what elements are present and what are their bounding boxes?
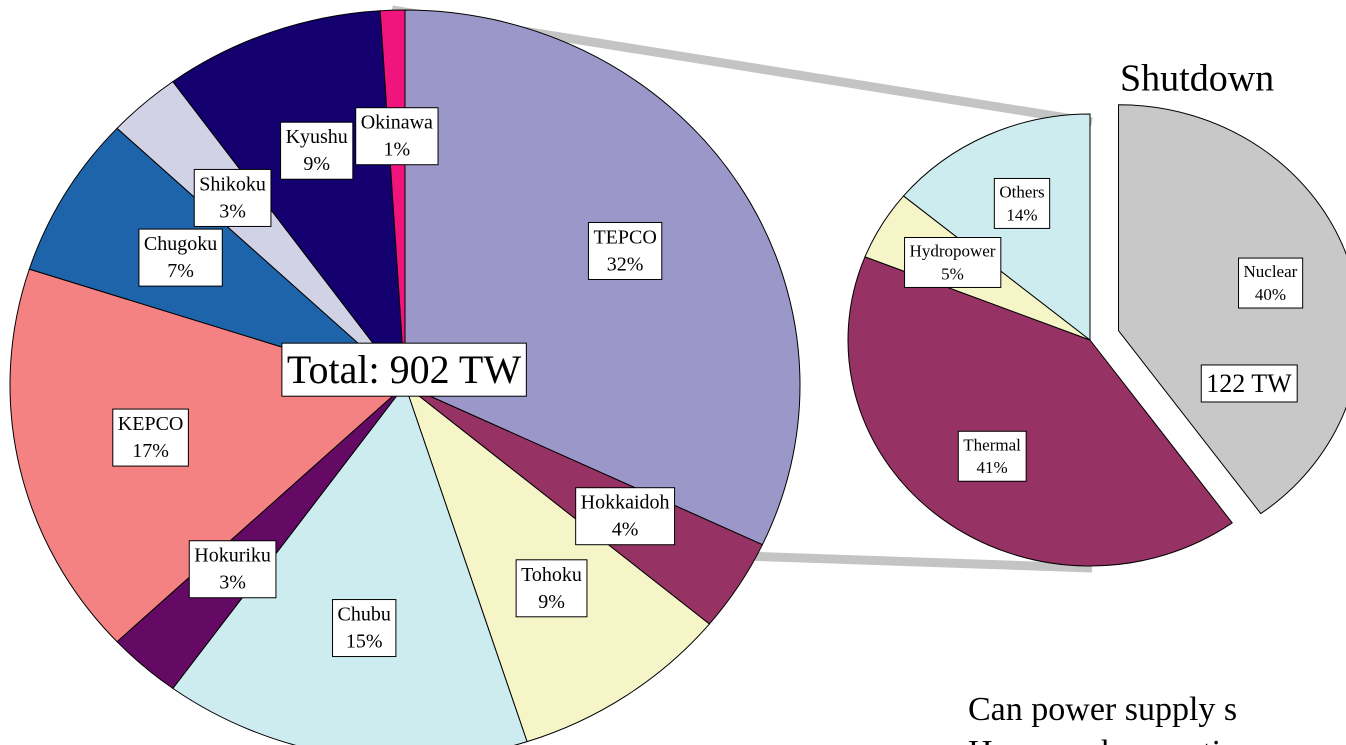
- label-box: [281, 342, 527, 397]
- footer-text: Can power supply s: [968, 691, 1237, 728]
- pie-slice: [847, 256, 1233, 567]
- label-text: 41%: [977, 458, 1008, 477]
- label-text: 14%: [1006, 205, 1037, 224]
- label-box: [904, 237, 1002, 288]
- label-box: [587, 221, 663, 280]
- label-text: Hokuriku: [194, 545, 271, 567]
- label-text: Total: 902 TW: [287, 347, 521, 392]
- label-box: [138, 228, 223, 287]
- label-text: Chubu: [338, 604, 391, 626]
- label-text: Hydropower: [910, 242, 996, 261]
- label-box: [1200, 364, 1298, 403]
- label-text: TEPCO: [593, 226, 656, 248]
- label-text: 7%: [167, 260, 194, 282]
- label-text: 15%: [346, 631, 383, 653]
- footer-text: How much operatio: [968, 734, 1238, 745]
- slice-label: Hokuriku 3%: [188, 540, 277, 599]
- slice-label: Shikoku 3%: [193, 168, 272, 227]
- label-text: 4%: [612, 519, 639, 541]
- pie-slice: [172, 383, 528, 745]
- slice-label: Tohoku 9%: [515, 559, 588, 618]
- label-text: 32%: [607, 253, 644, 275]
- label-box: [112, 408, 189, 467]
- slice-label: Hokkaidoh 4%: [575, 487, 676, 546]
- label-text: 9%: [303, 153, 330, 175]
- pie-slice: [1118, 104, 1346, 515]
- label-box: [1238, 257, 1304, 309]
- slice-label: Nuclear 40%: [1238, 257, 1304, 309]
- label-box: [193, 168, 272, 227]
- slice-label: Hydropower 5%: [904, 237, 1002, 288]
- label-text: 17%: [132, 440, 169, 462]
- label-text: 122 TW: [1206, 369, 1292, 398]
- slice-label: TEPCO 32%: [587, 221, 663, 280]
- label-text: Others: [999, 182, 1044, 201]
- label-text: Okinawa: [361, 112, 433, 134]
- annotation: 122 TW: [1200, 364, 1298, 403]
- connector-line: [744, 551, 1093, 573]
- slice-label: Others 14%: [993, 177, 1051, 229]
- label-text: Shikoku: [199, 173, 266, 195]
- secondary-title: Shutdown: [1120, 58, 1274, 100]
- label-box: [515, 559, 588, 618]
- label-text: Thermal: [963, 435, 1021, 454]
- label-text: 1%: [383, 139, 410, 161]
- slice-label: Kyushu 9%: [280, 121, 354, 180]
- slice-label: Okinawa 1%: [355, 107, 439, 166]
- pie-slice: [379, 9, 406, 386]
- label-text: 5%: [941, 264, 964, 283]
- annotation: Total: 902 TW: [281, 342, 527, 397]
- label-text: Hokkaidoh: [581, 492, 670, 514]
- label-box: [355, 107, 439, 166]
- slice-label: Chubu 15%: [332, 599, 397, 658]
- label-text: Kyushu: [286, 126, 348, 148]
- label-box: [575, 487, 676, 546]
- slice-label: KEPCO 17%: [112, 408, 189, 467]
- label-text: 3%: [219, 200, 246, 222]
- label-text: Nuclear: [1244, 262, 1298, 281]
- label-box: [280, 121, 354, 180]
- label-text: 40%: [1255, 285, 1286, 304]
- slice-label: Thermal 41%: [957, 430, 1027, 482]
- label-box: [993, 177, 1051, 229]
- label-text: KEPCO: [118, 413, 184, 435]
- label-box: [188, 540, 277, 599]
- label-text: Tohoku: [521, 564, 582, 586]
- label-text: Chugoku: [144, 233, 217, 255]
- label-box: [957, 430, 1027, 482]
- label-box: [332, 599, 397, 658]
- pie-slice: [172, 10, 406, 387]
- label-text: 3%: [219, 572, 246, 594]
- label-text: 9%: [538, 591, 565, 613]
- slice-label: Chugoku 7%: [138, 228, 223, 287]
